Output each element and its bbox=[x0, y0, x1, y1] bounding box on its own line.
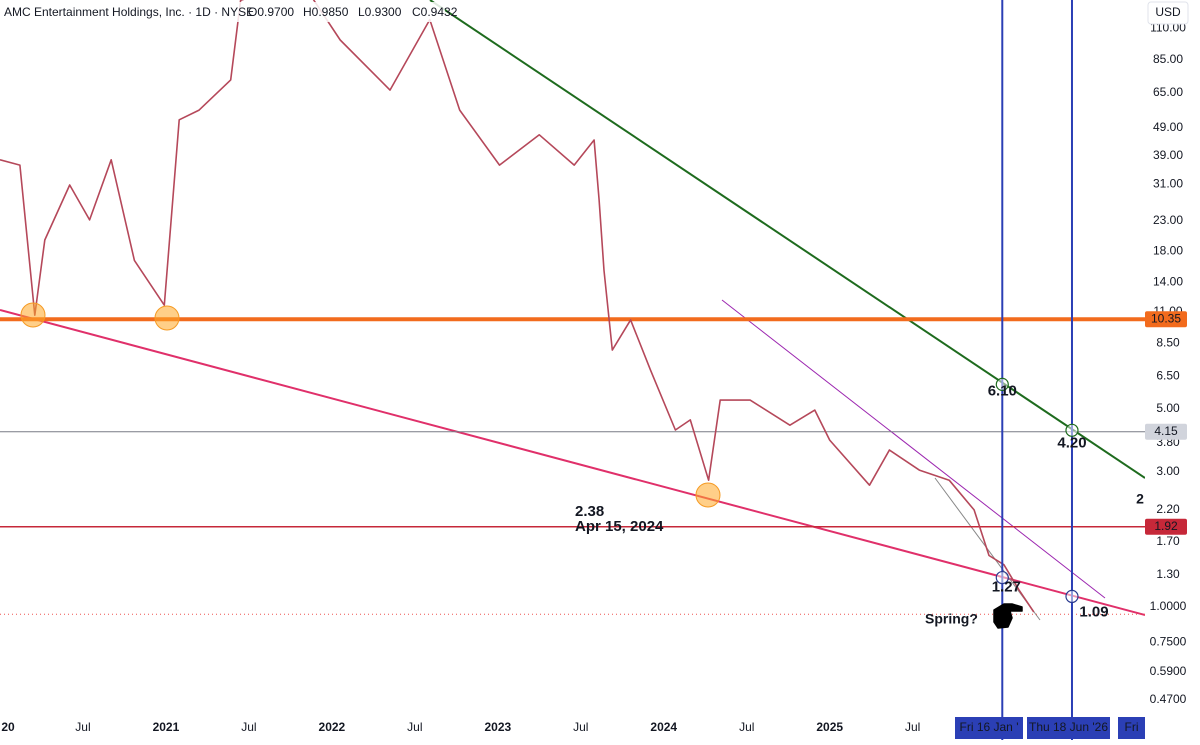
y-tick-label: 1.70 bbox=[1156, 534, 1180, 548]
annotation: Spring? bbox=[925, 611, 978, 627]
x-tick-label: Jul bbox=[75, 720, 90, 734]
currency: USD bbox=[1155, 5, 1181, 19]
plot-area bbox=[0, 0, 1145, 621]
y-tick-label: 3.00 bbox=[1156, 464, 1180, 478]
hand-icon bbox=[993, 603, 1023, 629]
date-box bbox=[955, 717, 1023, 739]
marker bbox=[995, 377, 1009, 391]
y-tick-label: 1.30 bbox=[1156, 567, 1180, 581]
y-tick-label: 0.5900 bbox=[1150, 664, 1187, 678]
pivot-circle bbox=[695, 482, 721, 508]
date-label: Thu 18 Jun '26 bbox=[1029, 720, 1108, 734]
price-label-box bbox=[1145, 311, 1187, 328]
date-label: Fri bbox=[1125, 720, 1139, 734]
y-tick-label: 2.20 bbox=[1156, 502, 1180, 516]
x-tick-label: Jul bbox=[241, 720, 256, 734]
y-tick-label: 1.0000 bbox=[1150, 599, 1187, 613]
marker-label: 4.20 bbox=[1057, 434, 1086, 451]
y-tick-label: 23.00 bbox=[1153, 213, 1183, 227]
y-tick-label: 85.00 bbox=[1153, 52, 1183, 66]
trend-line bbox=[0, 309, 1145, 616]
price-line bbox=[0, 0, 1035, 613]
ohlc-value: O0.9700 bbox=[248, 5, 294, 19]
y-tick-label: 5.00 bbox=[1156, 401, 1180, 415]
x-tick-label: 2025 bbox=[816, 720, 843, 734]
date-box bbox=[1027, 717, 1110, 739]
price-label-box bbox=[1145, 518, 1187, 535]
x-tick-label: 20 bbox=[1, 720, 15, 734]
x-tick-label: Jul bbox=[739, 720, 754, 734]
y-tick-label: 65.00 bbox=[1153, 85, 1183, 99]
price-label: 10.35 bbox=[1151, 311, 1181, 325]
chart-title: AMC Entertainment Holdings, Inc. · 1D · … bbox=[4, 5, 254, 19]
header-bg bbox=[0, 2, 445, 22]
marker-label: 1.27 bbox=[992, 579, 1021, 596]
y-tick-label: 8.50 bbox=[1156, 336, 1180, 350]
price-label: 1.92 bbox=[1154, 519, 1178, 533]
y-tick-label: 14.00 bbox=[1153, 274, 1183, 288]
annotation: 2 bbox=[1136, 491, 1144, 507]
x-tick-label: 2021 bbox=[153, 720, 180, 734]
y-tick-label: 6.50 bbox=[1156, 369, 1180, 383]
ohlc-value: H0.9850 bbox=[303, 5, 349, 19]
marker bbox=[995, 570, 1009, 585]
x-tick-label: 2024 bbox=[650, 720, 677, 734]
ohlc-value: C0.9432 bbox=[412, 5, 458, 19]
pivot-circle bbox=[20, 302, 46, 328]
annotation: Apr 15, 2024 bbox=[575, 518, 664, 535]
y-tick-label: 0.7500 bbox=[1150, 635, 1187, 649]
pivot-circle bbox=[154, 305, 180, 331]
marker bbox=[1065, 423, 1079, 437]
y-tick-label: 0.4700 bbox=[1150, 692, 1187, 706]
x-tick-label: 2022 bbox=[319, 720, 346, 734]
date-label: Fri 16 Jan ' bbox=[960, 720, 1019, 734]
marker-label: 1.09 bbox=[1079, 603, 1108, 620]
price-label-box bbox=[1145, 423, 1187, 440]
trend-line bbox=[429, 0, 1145, 479]
x-tick-label: Jul bbox=[573, 720, 588, 734]
x-tick-label: Jul bbox=[905, 720, 920, 734]
date-box bbox=[1118, 717, 1145, 739]
y-tick-label: 39.00 bbox=[1153, 148, 1183, 162]
marker bbox=[1065, 589, 1079, 604]
currency-box bbox=[1147, 1, 1189, 25]
y-tick-label: 18.00 bbox=[1153, 243, 1183, 257]
annotation: 2.38 bbox=[575, 503, 604, 520]
marker-label: 6.10 bbox=[988, 382, 1017, 399]
trend-line bbox=[721, 299, 1106, 599]
x-tick-label: Jul bbox=[407, 720, 422, 734]
y-tick-label: 31.00 bbox=[1153, 176, 1183, 190]
y-tick-label: 49.00 bbox=[1153, 120, 1183, 134]
x-tick-label: 2023 bbox=[484, 720, 511, 734]
ohlc-value: L0.9300 bbox=[358, 5, 402, 19]
price-label: 4.15 bbox=[1154, 424, 1178, 438]
